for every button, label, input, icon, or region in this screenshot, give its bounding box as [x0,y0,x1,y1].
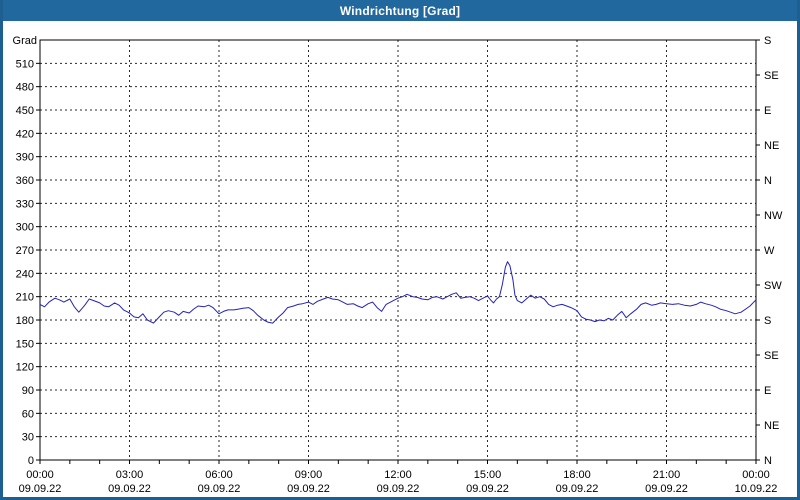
x-axis-date-label: 09.09.22 [19,483,62,495]
y-axis-tick-label: 120 [16,362,34,374]
y-axis-tick-label: 390 [16,152,34,164]
x-axis-time-label: 15:00 [474,469,502,481]
x-axis-date-label: 09.09.22 [287,483,330,495]
compass-label: S [764,315,771,327]
window-titlebar: Windrichtung [Grad] [0,0,800,21]
x-axis-time-label: 03:00 [116,469,144,481]
y-axis-tick-label: 0 [28,455,34,467]
x-axis-time-label: 00:00 [26,469,54,481]
compass-label: N [764,175,772,187]
y-axis-tick-label: 30 [22,432,34,444]
y-axis-tick-label: 60 [22,408,34,420]
y-axis-tick-label: 240 [16,268,34,280]
x-axis-date-label: 09.09.22 [466,483,509,495]
compass-label: S [764,35,771,47]
compass-label: NE [764,420,779,432]
x-axis-date-label: 10.09.22 [735,483,778,495]
compass-label: SE [764,70,779,82]
y-axis-tick-label: 300 [16,222,34,234]
compass-label: W [764,245,775,257]
x-axis-time-label: 06:00 [205,469,233,481]
y-axis-tick-label: 150 [16,338,34,350]
compass-label: E [764,385,771,397]
y-axis-tick-label: 360 [16,175,34,187]
x-axis-time-label: 21:00 [653,469,681,481]
compass-label: E [764,105,771,117]
y-axis-title: Grad [13,35,37,47]
y-axis-tick-label: 450 [16,105,34,117]
y-axis-tick-label: 180 [16,315,34,327]
x-axis-time-label: 18:00 [563,469,591,481]
wind-direction-line [39,261,757,324]
compass-label: SW [764,280,782,292]
compass-label: NE [764,140,779,152]
x-axis-time-label: 12:00 [384,469,412,481]
x-axis-time-label: 00:00 [742,469,770,481]
x-axis-date-label: 09.09.22 [645,483,688,495]
x-axis-date-label: 09.09.22 [198,483,241,495]
x-axis-date-label: 09.09.22 [377,483,420,495]
y-axis-tick-label: 330 [16,198,34,210]
window-title: Windrichtung [Grad] [339,3,461,18]
x-axis-date-label: 09.09.22 [556,483,599,495]
compass-label: N [764,455,772,467]
y-axis-tick-label: 270 [16,245,34,257]
y-axis-tick-label: 90 [22,385,34,397]
compass-label: NW [764,210,783,222]
y-axis-tick-label: 420 [16,128,34,140]
x-axis-date-label: 09.09.22 [108,483,151,495]
y-axis-tick-label: 510 [16,58,34,70]
y-axis-tick-label: 480 [16,82,34,94]
x-axis-time-label: 09:00 [295,469,323,481]
compass-label: SE [764,350,779,362]
y-axis-tick-label: 210 [16,292,34,304]
